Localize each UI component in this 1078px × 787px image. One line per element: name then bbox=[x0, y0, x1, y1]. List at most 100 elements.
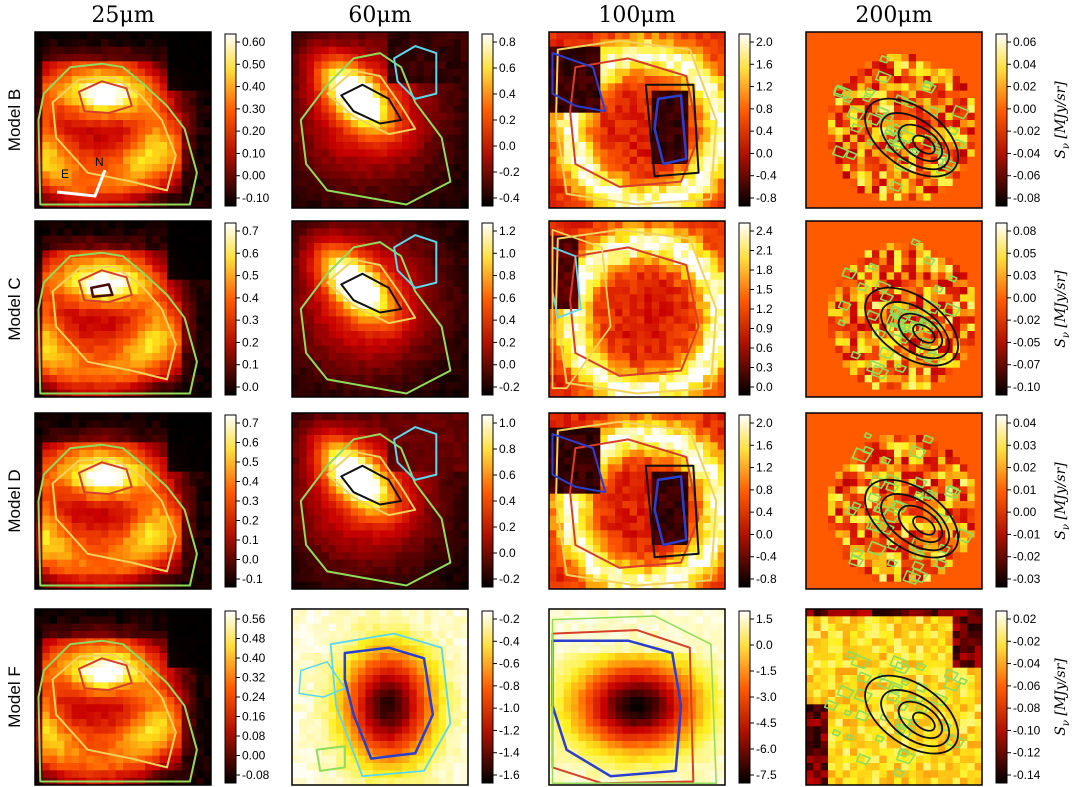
colorbar-tick-label: 0.4 bbox=[499, 313, 516, 327]
panel-frame bbox=[291, 608, 469, 786]
colorbar-tick-label: -4.5 bbox=[756, 716, 777, 730]
panel-frame bbox=[34, 220, 212, 398]
colorbar-tick-label: 0.6 bbox=[499, 468, 516, 482]
heatmap-panel: 0.08 0.05 0.03 0.00 -0.02 -0.05 -0.07 -0.10 Sν [… bbox=[805, 220, 1072, 398]
colorbar-tick-label: -0.05 bbox=[1013, 335, 1041, 349]
colorbar-tick-label: 0.00 bbox=[1013, 505, 1037, 519]
colorbar-tick-label: -0.12 bbox=[1013, 746, 1041, 760]
colorbar-tick-label: 0.8 bbox=[499, 442, 516, 456]
colorbar-tick-label: -0.4 bbox=[756, 550, 777, 564]
colorbar-tick-label: 1.6 bbox=[756, 438, 773, 452]
colorbar-tick-label: 1.2 bbox=[756, 302, 773, 316]
heatmap-panel: -0.2 -0.4 -0.6 -0.8 -1.0 -1.2 -1.4 -1.6 bbox=[291, 608, 520, 786]
colorbar-tick-label: -0.07 bbox=[1013, 358, 1041, 372]
colorbar-tick-label: 0.9 bbox=[756, 322, 773, 336]
colorbar-tick-label: 0.7 bbox=[242, 416, 259, 430]
colorbar-tick-label: 0.10 bbox=[242, 146, 266, 160]
colorbar-tick-label: -6.0 bbox=[756, 742, 777, 756]
colorbar-tick-label: 0.20 bbox=[242, 124, 266, 138]
colorbar-tick-label: -0.08 bbox=[242, 768, 270, 782]
colorbar-tick-label: -0.08 bbox=[1013, 701, 1041, 715]
colorbar bbox=[738, 33, 751, 207]
row-label: Model F bbox=[5, 666, 24, 727]
colorbar-tick-label: 1.2 bbox=[756, 80, 773, 94]
compass-east: E bbox=[61, 167, 69, 181]
colorbar-tick-label: 0.3 bbox=[756, 361, 773, 375]
heatmap-panel: 1.2 1.0 0.8 0.6 0.4 0.2 0.0 -0.2 bbox=[291, 220, 520, 398]
colorbar-tick-label: 0.01 bbox=[1013, 483, 1037, 497]
colorbar-tick-label: 0.30 bbox=[242, 102, 266, 116]
colorbar-tick-label: -0.10 bbox=[242, 191, 270, 205]
colorbar-tick-label: 0.0 bbox=[756, 380, 773, 394]
colorbar-tick-label: 0.02 bbox=[1013, 461, 1037, 475]
colorbar-tick-label: -0.06 bbox=[1013, 679, 1041, 693]
colorbar-tick-label: 0.04 bbox=[1013, 57, 1037, 71]
colorbar-tick-label: 0.6 bbox=[242, 436, 259, 450]
heatmap-panel: E N 0.60 0.50 0.40 0.30 0.20 0.10 0.00 -0.10 bbox=[34, 31, 270, 209]
colorbar-tick-label: 0.00 bbox=[242, 749, 266, 763]
colorbar-tick-label: 0.1 bbox=[242, 358, 259, 372]
colorbar-tick-label: -0.02 bbox=[1013, 313, 1041, 327]
colorbar-tick-label: 2.4 bbox=[756, 224, 773, 238]
colorbar bbox=[738, 414, 751, 588]
colorbar-tick-label: -0.8 bbox=[499, 679, 520, 693]
colorbar-tick-label: 0.48 bbox=[242, 632, 266, 646]
panel-frame bbox=[548, 31, 726, 209]
colorbar-tick-label: 0.8 bbox=[499, 35, 516, 49]
compass-arrows bbox=[56, 169, 107, 198]
panel-frame bbox=[291, 220, 469, 398]
colorbar-tick-label: -0.2 bbox=[499, 572, 520, 586]
colorbar-tick-label: 0.4 bbox=[756, 124, 773, 138]
colorbar-tick-label: 0.6 bbox=[499, 291, 516, 305]
colorbar-tick-label: 0.0 bbox=[756, 527, 773, 541]
colorbar-tick-label: 0.4 bbox=[242, 291, 259, 305]
colorbar bbox=[738, 610, 751, 784]
row-label: Model C bbox=[5, 277, 24, 340]
colorbar-tick-label: 0.0 bbox=[756, 638, 773, 652]
colorbar-tick-label: 0.5 bbox=[242, 269, 259, 283]
colorbar-tick-label: 0.02 bbox=[1013, 612, 1037, 626]
colorbar-tick-label: 0.03 bbox=[1013, 438, 1037, 452]
colorbar-tick-label: 1.8 bbox=[756, 263, 773, 277]
colorbar-tick-label: -0.04 bbox=[1013, 146, 1041, 160]
colorbar-tick-label: 0.0 bbox=[499, 358, 516, 372]
heatmap-panel: 0.02 -0.02 -0.04 -0.06 -0.08 -0.10 -0.12 -0.14 S… bbox=[805, 608, 1072, 786]
colorbar-tick-label: -0.2 bbox=[499, 380, 520, 394]
heatmap-panel: 2.4 2.1 1.8 1.5 1.2 0.9 0.6 0.3 0.0 bbox=[548, 220, 773, 398]
panel-frame bbox=[805, 412, 983, 590]
colorbar-tick-label: 0.16 bbox=[242, 710, 266, 724]
colorbar bbox=[481, 33, 494, 207]
colorbar-tick-label: 0.2 bbox=[242, 514, 259, 528]
panel-frame bbox=[805, 608, 983, 786]
colorbar-tick-label: 0.02 bbox=[1013, 80, 1037, 94]
colorbar-tick-label: 0.24 bbox=[242, 690, 266, 704]
heatmap-panel: 1.5 0.0 -1.5 -3.0 -4.5 -6.0 -7.5 bbox=[548, 608, 777, 786]
colorbar-label: Sν [MJy/sr] bbox=[1053, 658, 1072, 736]
colorbar-tick-label: -0.2 bbox=[499, 165, 520, 179]
colorbar-tick-label: -1.4 bbox=[499, 746, 520, 760]
colorbar-tick-label: 0.4 bbox=[242, 475, 259, 489]
colorbar-tick-label: -1.5 bbox=[756, 664, 777, 678]
panel-frame bbox=[548, 608, 726, 786]
column-title: 60μm bbox=[348, 3, 411, 28]
colorbar-tick-label: -0.03 bbox=[1013, 572, 1041, 586]
colorbar bbox=[738, 222, 751, 396]
colorbar-tick-label: 0.08 bbox=[242, 729, 266, 743]
colorbar-tick-label: -1.0 bbox=[499, 701, 520, 715]
colorbar-tick-label: -0.04 bbox=[1013, 657, 1041, 671]
colorbar-tick-label: -0.10 bbox=[1013, 380, 1041, 394]
colorbar-tick-label: 0.6 bbox=[756, 341, 773, 355]
colorbar-tick-label: 1.0 bbox=[499, 246, 516, 260]
colorbar-tick-label: 0.4 bbox=[499, 494, 516, 508]
colorbar bbox=[224, 610, 237, 784]
colorbar-tick-label: -0.10 bbox=[1013, 723, 1041, 737]
panel-frame bbox=[548, 412, 726, 590]
colorbar-tick-label: -0.8 bbox=[756, 572, 777, 586]
colorbar-tick-label: 0.50 bbox=[242, 57, 266, 71]
colorbar-tick-label: -0.2 bbox=[499, 612, 520, 626]
heatmap-panel: 0.06 0.04 0.02 0.00 -0.02 -0.04 -0.06 -0.08 Sν [… bbox=[805, 31, 1072, 209]
colorbar-tick-label: 1.6 bbox=[756, 57, 773, 71]
colorbar-tick-label: -0.8 bbox=[756, 191, 777, 205]
colorbar-tick-label: 0.6 bbox=[499, 61, 516, 75]
